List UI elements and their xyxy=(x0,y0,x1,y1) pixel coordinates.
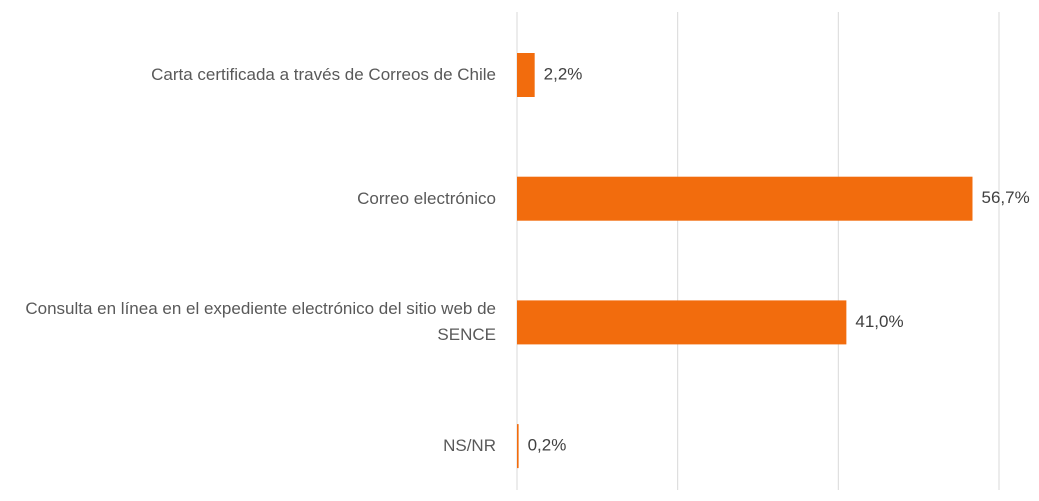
category-label: NS/NR xyxy=(443,436,496,456)
category-label: Consulta en línea en el expediente elect… xyxy=(25,299,496,345)
bar xyxy=(517,300,847,345)
value-label: 41,0% xyxy=(855,312,903,331)
bar xyxy=(517,53,535,97)
value-label: 0,2% xyxy=(528,436,567,455)
category-label: Carta certificada a través de Correos de… xyxy=(151,65,496,84)
category-label: Correo electrónico xyxy=(357,188,496,208)
bar xyxy=(517,176,973,221)
value-label: 2,2% xyxy=(544,64,583,83)
bar xyxy=(517,424,519,469)
value-label: 56,7% xyxy=(981,188,1029,207)
